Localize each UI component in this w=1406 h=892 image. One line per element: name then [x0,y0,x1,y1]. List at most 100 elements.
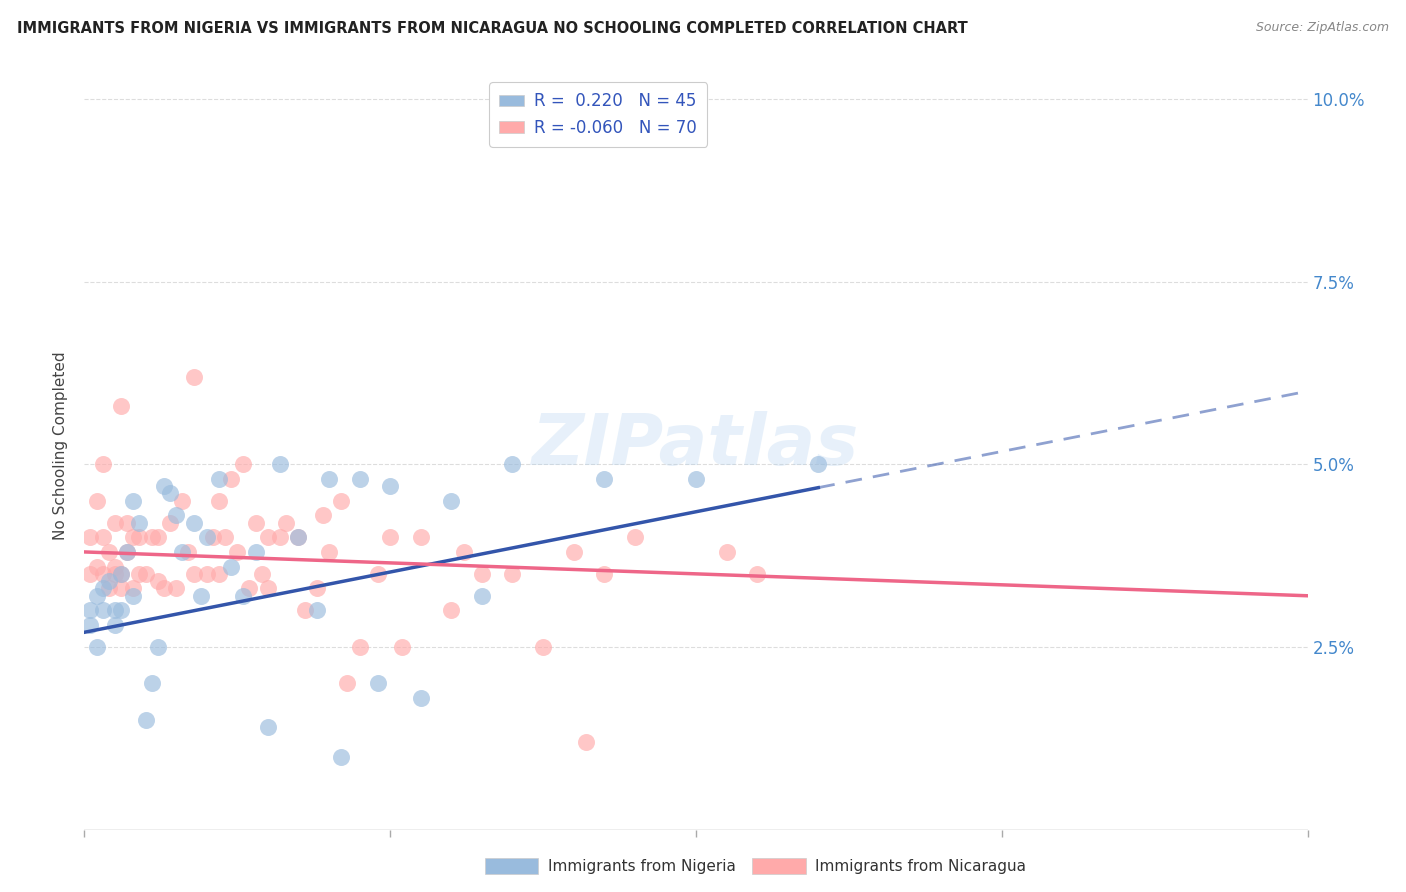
Point [159,516,181,530]
Point [562,545,585,559]
Text: Immigrants from Nigeria: Immigrants from Nigeria [548,859,737,873]
Point [86,559,108,574]
Point [409,530,432,544]
Point [593,472,616,486]
Point [593,566,616,581]
Point [330,749,353,764]
Point [471,566,494,581]
Point [165,508,187,523]
Point [183,369,205,384]
Point [226,545,249,559]
Point [110,399,132,413]
Point [79,618,101,632]
Point [294,603,316,617]
Point [122,582,145,596]
Point [91,566,114,581]
Point [86,493,108,508]
Point [201,530,224,544]
Point [110,603,132,617]
Point [172,545,194,559]
Point [330,493,353,508]
Point [232,457,254,471]
Point [409,691,432,706]
Point [257,530,280,544]
Point [685,472,707,486]
Point [153,479,176,493]
Point [79,603,101,617]
Y-axis label: No Schooling Completed: No Schooling Completed [53,351,69,541]
Point [257,720,280,734]
Point [367,676,389,690]
Point [349,472,371,486]
Point [141,676,163,690]
Point [183,516,205,530]
Point [391,640,413,654]
Point [807,457,830,471]
Point [312,508,335,523]
Point [624,530,647,544]
Point [716,545,738,559]
Point [115,545,138,559]
Point [110,582,132,596]
Point [128,516,150,530]
Point [97,582,120,596]
Point [367,566,389,581]
Point [135,713,157,727]
Point [172,493,194,508]
Point [257,582,280,596]
Point [287,530,309,544]
Point [159,486,181,500]
Point [531,640,554,654]
Point [453,545,475,559]
Point [195,530,218,544]
Point [86,589,108,603]
Point [208,493,231,508]
Text: IMMIGRANTS FROM NIGERIA VS IMMIGRANTS FROM NICARAGUA NO SCHOOLING COMPLETED CORR: IMMIGRANTS FROM NIGERIA VS IMMIGRANTS FR… [17,21,967,37]
Point [245,545,267,559]
Point [91,603,114,617]
Point [276,516,298,530]
Point [104,603,127,617]
Point [269,457,291,471]
Point [245,516,267,530]
Point [336,676,359,690]
Point [104,559,127,574]
Point [219,559,242,574]
Point [318,545,340,559]
Point [575,735,598,749]
Point [208,472,231,486]
Point [287,530,309,544]
Point [471,589,494,603]
Point [128,530,150,544]
Point [146,530,169,544]
Point [91,457,114,471]
Point [502,566,524,581]
Point [250,566,273,581]
Point [238,582,260,596]
Point [183,566,205,581]
Point [122,493,145,508]
Point [219,472,242,486]
Point [318,472,340,486]
Point [97,545,120,559]
Point [97,574,120,589]
Point [115,516,138,530]
Point [349,640,371,654]
Point [177,545,200,559]
Text: Source: ZipAtlas.com: Source: ZipAtlas.com [1256,21,1389,35]
Text: ZIPatlas: ZIPatlas [533,411,859,481]
Point [115,545,138,559]
Point [440,603,463,617]
Point [153,582,176,596]
Point [380,530,402,544]
Point [128,566,150,581]
Point [440,493,463,508]
Point [195,566,218,581]
Point [502,457,524,471]
Point [208,566,231,581]
Point [110,566,132,581]
Point [79,530,101,544]
Point [110,566,132,581]
Point [165,582,187,596]
Point [146,574,169,589]
